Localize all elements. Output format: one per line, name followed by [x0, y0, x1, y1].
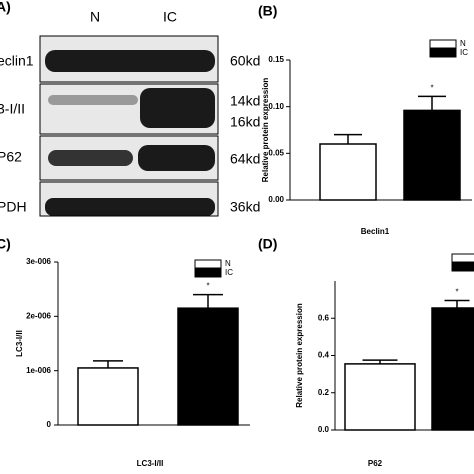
bar: [431, 307, 474, 431]
y-tick-label: 3e-006: [26, 257, 51, 266]
size-label: 64kd: [230, 151, 260, 167]
row-label: eclin1: [0, 53, 34, 69]
panel-label: A): [0, 0, 11, 15]
y-tick-label: 0.6: [318, 313, 330, 322]
y-axis-label: Relative protein expression: [261, 78, 270, 183]
legend-label: N: [225, 259, 231, 268]
y-tick-label: 0: [47, 420, 52, 429]
frame: [39, 135, 219, 181]
x-axis-label: LC3-I/II: [137, 459, 164, 468]
lane-label: IC: [163, 9, 177, 25]
band: [140, 88, 215, 128]
panel-label: (B): [258, 3, 277, 19]
legend-swatch: [451, 253, 474, 263]
legend-swatch: [194, 268, 222, 278]
annotation: *: [430, 84, 433, 93]
row-label: PDH: [0, 199, 27, 215]
panel-label: C): [0, 236, 11, 252]
band: [45, 50, 215, 72]
annotation: *: [206, 282, 209, 291]
y-axis-label: Relative protein expression: [295, 303, 304, 408]
x-axis-label: P62: [368, 459, 383, 468]
legend-label: IC: [225, 268, 233, 277]
y-tick-label: 1e-006: [26, 366, 51, 375]
size-label: 36kd: [230, 199, 260, 215]
bar: [77, 367, 139, 426]
y-tick-label: 0.0: [318, 425, 330, 434]
legend-swatch: [194, 259, 222, 269]
band: [48, 95, 138, 105]
bar: [344, 363, 416, 431]
legend-label: N: [460, 39, 466, 48]
panel-label: (D): [258, 236, 277, 252]
size-label: 60kd: [230, 53, 260, 69]
frame: [39, 35, 219, 83]
size-label: 14kd: [230, 93, 260, 109]
y-axis-label: LC3-I/II: [15, 330, 24, 357]
y-tick-label: 0.4: [318, 351, 330, 360]
legend-label: IC: [460, 48, 468, 57]
bar: [177, 307, 239, 426]
frame: [39, 181, 219, 217]
y-tick-label: 0.00: [268, 195, 284, 204]
frame: [39, 83, 219, 135]
lane-label: N: [90, 9, 100, 25]
blot-frames: [39, 35, 219, 217]
y-tick-label: 0.15: [268, 55, 284, 64]
row-label: P62: [0, 149, 22, 165]
band: [45, 198, 215, 216]
row-label: 3-I/II: [0, 101, 25, 117]
y-tick-label: 0.05: [268, 148, 284, 157]
y-tick-label: 0.2: [318, 388, 330, 397]
annotation: *: [455, 288, 458, 297]
band: [138, 145, 215, 171]
legend-swatch: [451, 262, 474, 272]
x-axis-label: Beclin1: [361, 227, 390, 236]
y-tick-label: 0.10: [268, 102, 284, 111]
size-label: 16kd: [230, 114, 260, 130]
bar: [319, 143, 377, 201]
y-tick-label: 2e-006: [26, 311, 51, 320]
legend-swatch: [429, 39, 457, 49]
blot-bands: [45, 50, 215, 216]
band: [48, 150, 133, 166]
legend-swatch: [429, 48, 457, 58]
bar: [403, 109, 461, 201]
